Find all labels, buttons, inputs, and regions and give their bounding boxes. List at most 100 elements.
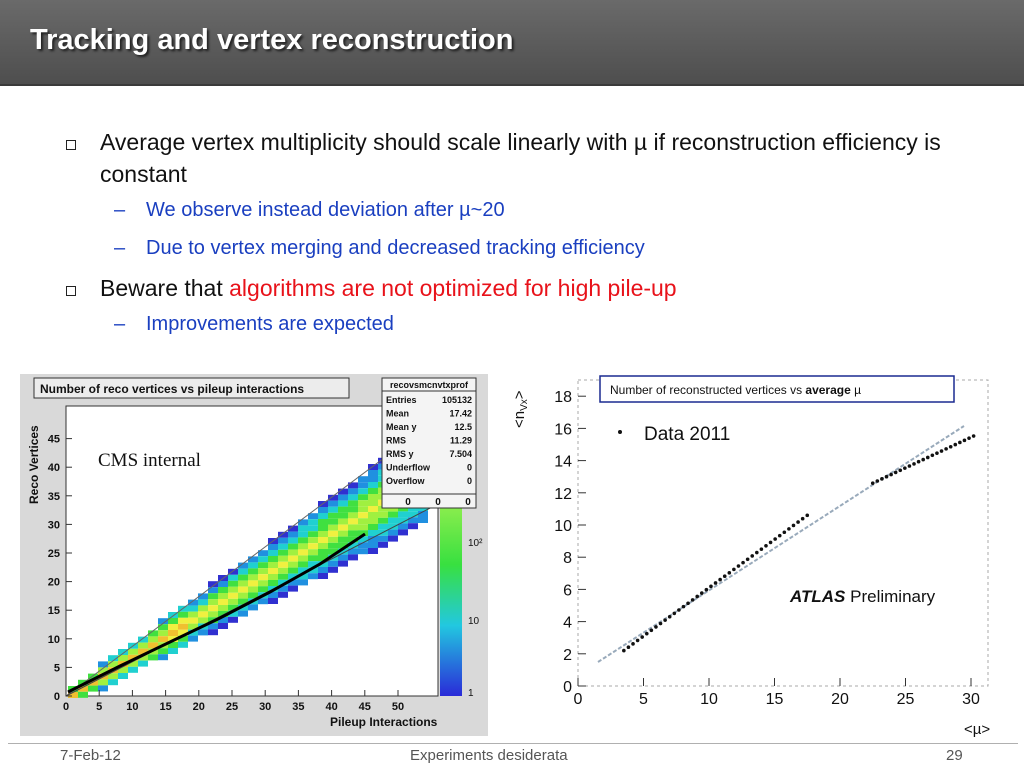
heatmap-cell <box>198 593 208 600</box>
heatmap-cell <box>378 505 388 512</box>
heatmap-cell <box>138 642 148 649</box>
sub-bullet-1: – We observe instead deviation after µ~2… <box>62 196 962 224</box>
heatmap-cell <box>328 512 338 519</box>
atlas-data-point <box>958 440 962 445</box>
heatmap-cell <box>238 562 248 569</box>
cms-stats-cell: 0 <box>435 497 441 508</box>
heatmap-cell <box>288 555 298 562</box>
heatmap-cell <box>338 488 348 495</box>
heatmap-cell <box>338 518 348 525</box>
heatmap-cell <box>418 511 428 517</box>
heatmap-cell <box>358 506 368 513</box>
cms-stats-cell: 0 <box>465 497 471 508</box>
heatmap-cell <box>258 586 268 593</box>
heatmap-cell <box>238 574 248 581</box>
atlas-data-point <box>722 574 727 578</box>
cms-stats-key: RMS <box>386 436 406 446</box>
cms-stats-key: RMS y <box>386 449 414 459</box>
title-bar: Tracking and vertex reconstruction <box>0 0 1024 86</box>
atlas-data-point <box>935 451 939 455</box>
cms-stats-key: Overflow <box>386 476 426 486</box>
heatmap-cell <box>178 629 188 636</box>
heatmap-cell <box>358 536 368 543</box>
heatmap-cell <box>218 593 228 599</box>
heatmap-cell <box>338 530 348 537</box>
dash-icon: – <box>114 313 126 335</box>
legend-marker-icon <box>618 430 622 434</box>
heatmap-cell <box>298 543 308 550</box>
heatmap-cell <box>298 579 308 586</box>
cms-stats-value: 0 <box>467 463 472 473</box>
heatmap-cell <box>188 635 198 642</box>
heatmap-cell <box>338 548 348 555</box>
atlas-data-point <box>768 540 773 545</box>
heatmap-cell <box>218 587 228 593</box>
atlas-y-tick-label: 18 <box>554 389 572 406</box>
heatmap-cell <box>198 629 208 636</box>
heatmap-cell <box>218 623 228 629</box>
heatmap-cell <box>148 630 158 637</box>
heatmap-cell <box>128 654 138 661</box>
atlas-data-point <box>764 543 768 548</box>
heatmap-cell <box>308 561 318 568</box>
cms-stats-value: 11.29 <box>450 436 472 446</box>
heatmap-cell <box>368 500 378 506</box>
heatmap-cell <box>348 506 358 513</box>
heatmap-cell <box>118 655 128 661</box>
cms-z-tick-label: 10² <box>468 538 483 549</box>
heatmap-cell <box>348 542 358 549</box>
atlas-data-point <box>736 564 741 568</box>
heatmap-cell <box>318 573 328 579</box>
heatmap-cell <box>388 523 398 530</box>
heatmap-cell <box>228 598 238 605</box>
heatmap-cell <box>248 580 258 587</box>
heatmap-cell <box>218 599 228 605</box>
heatmap-cell <box>298 561 308 568</box>
heatmap-cell <box>338 542 348 549</box>
atlas-data-point <box>916 459 921 464</box>
heatmap-cell <box>288 543 298 550</box>
heatmap-cell <box>388 529 398 536</box>
heatmap-cell <box>358 512 368 519</box>
atlas-plot: 0 5 10 15 20 25 30 0 2 4 6 8 10 12 14 16 18 Number of r… <box>514 372 1008 738</box>
atlas-data-point <box>750 554 755 558</box>
heatmap-cell <box>148 642 158 649</box>
cms-y-tick-label: 25 <box>48 548 60 560</box>
heatmap-cell <box>218 581 228 587</box>
heatmap-cell <box>358 548 368 555</box>
heatmap-cell <box>258 574 268 581</box>
heatmap-cell <box>338 524 348 531</box>
slide-title: Tracking and vertex reconstruction <box>30 24 514 56</box>
atlas-data-points <box>622 434 976 653</box>
heatmap-cell <box>338 512 348 519</box>
atlas-data-point <box>805 513 810 518</box>
heatmap-cell <box>278 591 288 598</box>
heatmap-cell <box>318 537 328 543</box>
sub-bullet-2: – Due to vertex merging and decreased tr… <box>62 234 962 262</box>
atlas-y-tick-label: 10 <box>554 518 572 535</box>
heatmap-cell <box>368 488 378 494</box>
heatmap-cell <box>178 641 188 648</box>
heatmap-cell <box>288 585 298 592</box>
heatmap-cell <box>278 585 288 592</box>
bullet-list: Average vertex multiplicity should scale… <box>62 126 962 348</box>
heatmap-cell <box>348 488 358 495</box>
heatmap-cell <box>368 548 378 554</box>
heatmap-cell <box>128 648 138 655</box>
heatmap-cell <box>288 537 298 544</box>
atlas-caption: Number of reconstructed vertices vs aver… <box>610 383 861 397</box>
heatmap-cell <box>238 580 248 587</box>
heatmap-cell <box>168 612 178 618</box>
heatmap-cell <box>138 636 148 643</box>
atlas-data-point <box>672 611 677 616</box>
atlas-data-point <box>787 527 791 531</box>
heatmap-cell <box>318 543 328 549</box>
heatmap-cell <box>288 531 298 538</box>
heatmap-cell <box>118 649 128 655</box>
heatmap-cell <box>128 660 138 667</box>
cms-profile-line <box>67 532 366 694</box>
heatmap-cell <box>248 556 258 563</box>
heatmap-cell <box>168 618 178 624</box>
heatmap-cell <box>208 605 218 612</box>
atlas-data-point <box>686 601 690 606</box>
